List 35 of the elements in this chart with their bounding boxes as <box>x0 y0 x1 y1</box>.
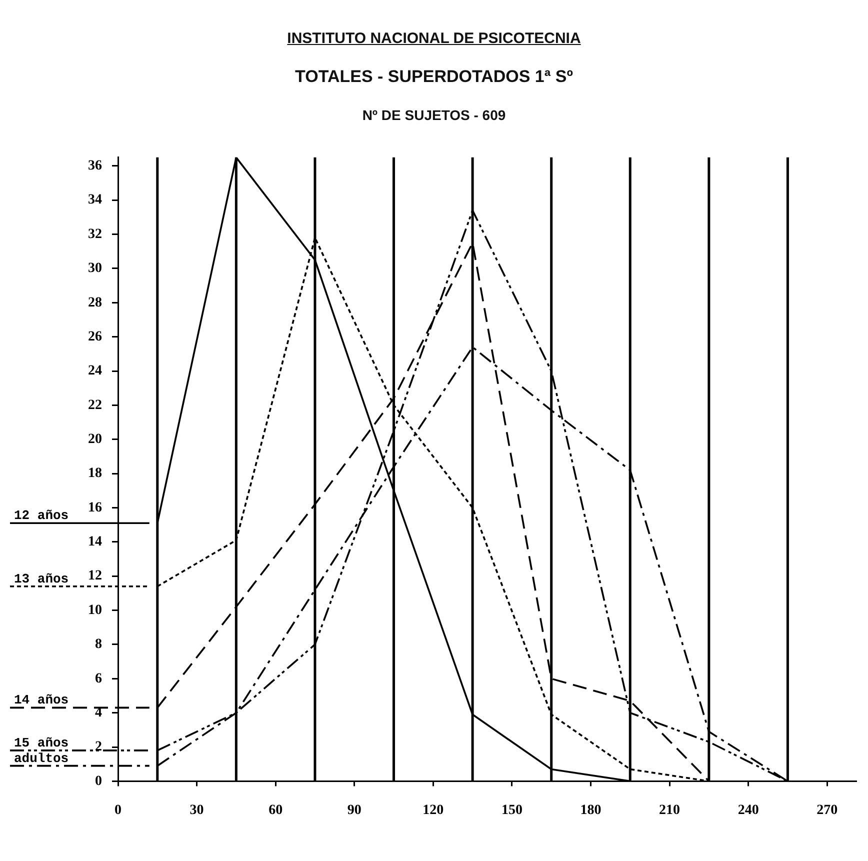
x-tick-label: 180 <box>580 803 602 818</box>
x-tick-label: 240 <box>738 803 759 818</box>
y-tick-label: 12 <box>88 568 102 584</box>
y-tick-label: 16 <box>88 500 102 516</box>
chart-title: INSTITUTO NACIONAL DE PSICOTECNIA <box>286 29 582 47</box>
y-tick-label: 24 <box>88 364 102 379</box>
y-tick-label: 28 <box>88 295 102 310</box>
y-tick-label: 18 <box>88 466 102 482</box>
text: 13 años <box>14 571 69 586</box>
x-tick-label: 150 <box>501 803 522 818</box>
x-tick-label: 210 <box>659 803 680 818</box>
x-tick-label: 0 <box>114 803 122 818</box>
y-tick-label: 32 <box>88 226 102 242</box>
y-tick-label: 14 <box>88 534 102 550</box>
text: 12 años <box>14 508 69 524</box>
x-tick-label: 60 <box>268 803 283 818</box>
text: adultos <box>14 750 69 766</box>
x-tick-label: 120 <box>422 803 444 818</box>
text: 15 años <box>14 735 69 750</box>
y-tick-label: 8 <box>95 637 102 652</box>
y-tick-label: 0 <box>95 774 102 789</box>
text: 14 años <box>14 692 69 708</box>
x-tick-label: 270 <box>816 803 838 818</box>
y-tick-label: 20 <box>88 432 102 447</box>
y-tick-label: 26 <box>88 329 102 344</box>
x-tick-label: 90 <box>347 803 362 818</box>
text: Nº DE SUJETOS - 609 <box>361 107 507 123</box>
y-tick-label: 6 <box>95 671 102 686</box>
chart-subtitle: TOTALES - SUPERDOTADOS 1ª Sº <box>294 67 574 87</box>
y-tick-label: 22 <box>88 398 102 413</box>
y-tick-label: 30 <box>88 261 102 276</box>
y-tick-label: 36 <box>88 158 102 174</box>
y-tick-label: 34 <box>88 192 102 208</box>
x-tick-label: 30 <box>190 803 204 818</box>
y-tick-label: 10 <box>88 602 102 618</box>
